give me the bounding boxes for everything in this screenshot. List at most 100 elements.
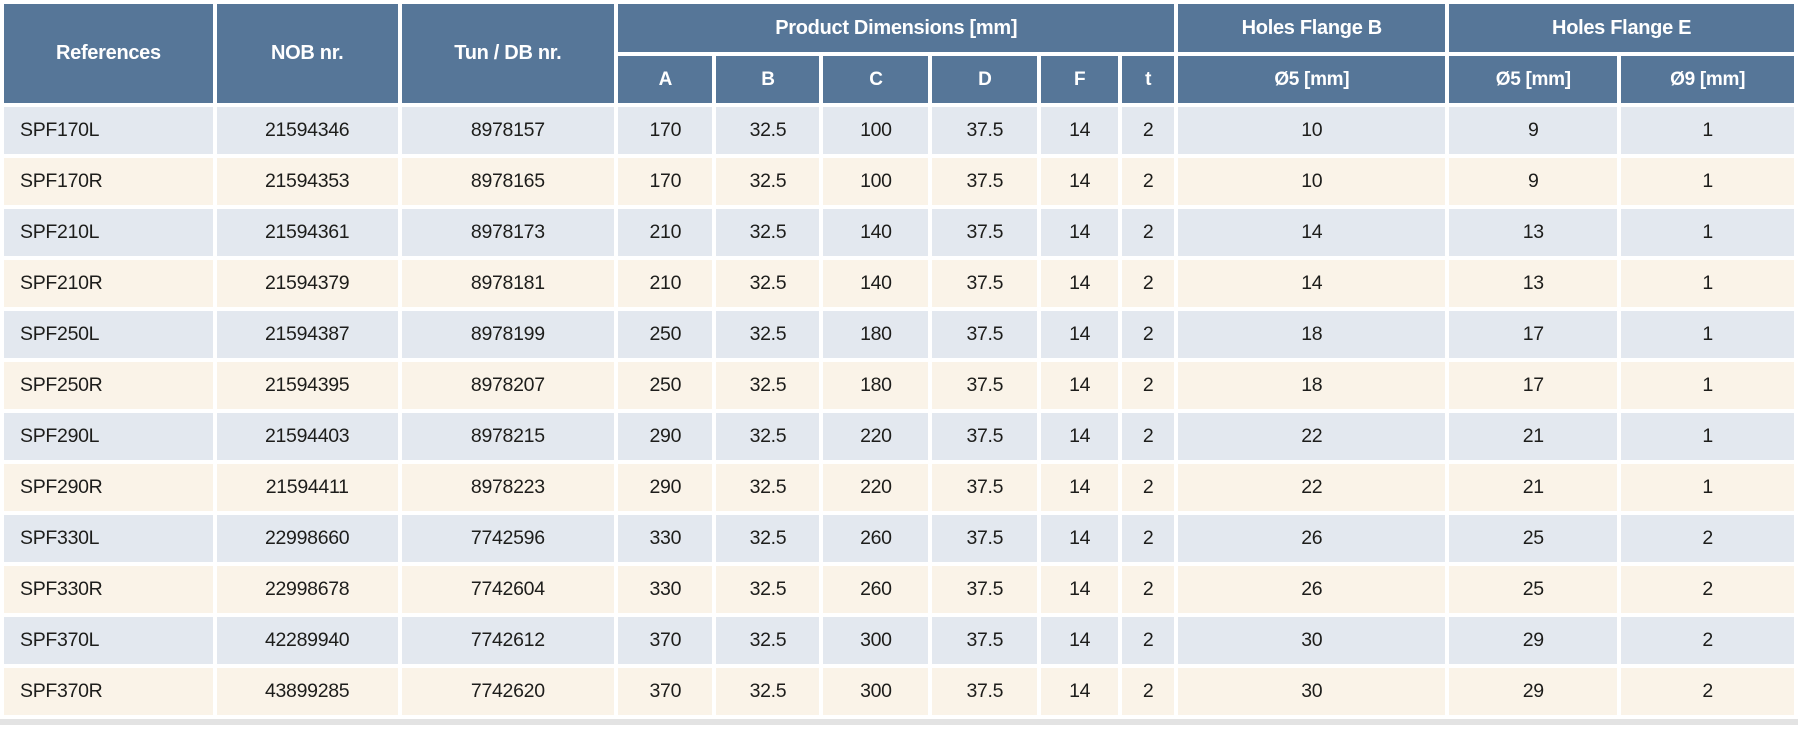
column-header-nob-nr: NOB nr. [216, 4, 398, 103]
cell-flange-e-d9: 1 [1621, 107, 1794, 154]
column-header-tun-db-nr: Tun / DB nr. [401, 4, 615, 103]
cell-dim-f: 14 [1041, 362, 1118, 409]
column-header-flange-e-d9: Ø9 [mm] [1621, 56, 1794, 103]
cell-flange-e-d9: 1 [1621, 260, 1794, 307]
cell-dim-b: 32.5 [716, 515, 820, 562]
cell-flange-e-d9: 2 [1621, 515, 1794, 562]
cell-flange-e-d9: 2 [1621, 617, 1794, 664]
cell-flange-e-d5: 21 [1449, 464, 1618, 511]
cell-flange-b-d5: 30 [1178, 668, 1446, 715]
cell-dim-f: 14 [1041, 413, 1118, 460]
column-header-dim-a: A [618, 56, 713, 103]
table-row: SPF210R 21594379 8978181 210 32.5 140 37… [4, 260, 1794, 307]
cell-flange-b-d5: 10 [1178, 107, 1446, 154]
cell-dim-t: 2 [1121, 107, 1175, 154]
cell-dim-c: 140 [823, 260, 929, 307]
cell-reference: SPF170L [4, 107, 213, 154]
cell-dim-d: 37.5 [932, 107, 1038, 154]
cell-flange-b-d5: 14 [1178, 209, 1446, 256]
cell-tun-db-nr: 8978199 [401, 311, 615, 358]
cell-flange-e-d9: 1 [1621, 464, 1794, 511]
cell-dim-t: 2 [1121, 617, 1175, 664]
cell-dim-f: 14 [1041, 566, 1118, 613]
cell-nob-nr: 21594387 [216, 311, 398, 358]
cell-flange-e-d9: 1 [1621, 158, 1794, 205]
cell-flange-e-d5: 13 [1449, 260, 1618, 307]
cell-reference: SPF330L [4, 515, 213, 562]
cell-flange-e-d5: 25 [1449, 515, 1618, 562]
cell-dim-c: 180 [823, 362, 929, 409]
cell-flange-e-d9: 2 [1621, 668, 1794, 715]
cell-reference: SPF250L [4, 311, 213, 358]
cell-dim-a: 330 [618, 566, 713, 613]
cell-flange-e-d9: 1 [1621, 311, 1794, 358]
column-header-dim-c: C [823, 56, 929, 103]
cell-flange-b-d5: 26 [1178, 515, 1446, 562]
cell-dim-t: 2 [1121, 362, 1175, 409]
cell-flange-b-d5: 22 [1178, 413, 1446, 460]
table-row: SPF370L 42289940 7742612 370 32.5 300 37… [4, 617, 1794, 664]
cell-flange-b-d5: 30 [1178, 617, 1446, 664]
cell-dim-b: 32.5 [716, 464, 820, 511]
group-header-holes-flange-e: Holes Flange E [1449, 4, 1794, 52]
cell-dim-c: 300 [823, 668, 929, 715]
cell-dim-b: 32.5 [716, 209, 820, 256]
cell-flange-e-d9: 1 [1621, 362, 1794, 409]
cell-dim-t: 2 [1121, 566, 1175, 613]
cell-dim-c: 220 [823, 413, 929, 460]
table-row: SPF250L 21594387 8978199 250 32.5 180 37… [4, 311, 1794, 358]
column-header-references: References [4, 4, 213, 103]
cell-dim-b: 32.5 [716, 668, 820, 715]
table-row: SPF170L 21594346 8978157 170 32.5 100 37… [4, 107, 1794, 154]
table-row: SPF370R 43899285 7742620 370 32.5 300 37… [4, 668, 1794, 715]
table-row: SPF250R 21594395 8978207 250 32.5 180 37… [4, 362, 1794, 409]
cell-dim-d: 37.5 [932, 209, 1038, 256]
cell-dim-c: 140 [823, 209, 929, 256]
cell-flange-e-d9: 2 [1621, 566, 1794, 613]
cell-dim-a: 370 [618, 617, 713, 664]
cell-dim-f: 14 [1041, 464, 1118, 511]
cell-dim-f: 14 [1041, 209, 1118, 256]
cell-flange-b-d5: 14 [1178, 260, 1446, 307]
cell-reference: SPF250R [4, 362, 213, 409]
cell-reference: SPF170R [4, 158, 213, 205]
cell-flange-b-d5: 22 [1178, 464, 1446, 511]
cell-dim-a: 210 [618, 209, 713, 256]
cell-dim-a: 170 [618, 107, 713, 154]
group-header-product-dimensions: Product Dimensions [mm] [618, 4, 1175, 52]
group-header-holes-flange-b: Holes Flange B [1178, 4, 1446, 52]
cell-dim-d: 37.5 [932, 311, 1038, 358]
cell-reference: SPF330R [4, 566, 213, 613]
cell-dim-b: 32.5 [716, 617, 820, 664]
cell-dim-b: 32.5 [716, 158, 820, 205]
cell-nob-nr: 21594379 [216, 260, 398, 307]
cell-nob-nr: 22998660 [216, 515, 398, 562]
cell-dim-c: 220 [823, 464, 929, 511]
cell-flange-b-d5: 10 [1178, 158, 1446, 205]
cell-dim-c: 260 [823, 566, 929, 613]
cell-dim-t: 2 [1121, 209, 1175, 256]
column-header-dim-f: F [1041, 56, 1118, 103]
cell-dim-a: 370 [618, 668, 713, 715]
cell-nob-nr: 43899285 [216, 668, 398, 715]
cell-flange-e-d5: 9 [1449, 158, 1618, 205]
table-row: SPF330L 22998660 7742596 330 32.5 260 37… [4, 515, 1794, 562]
cell-dim-c: 300 [823, 617, 929, 664]
cell-tun-db-nr: 8978207 [401, 362, 615, 409]
cell-dim-a: 210 [618, 260, 713, 307]
table-body: SPF170L 21594346 8978157 170 32.5 100 37… [4, 107, 1794, 715]
cell-dim-b: 32.5 [716, 413, 820, 460]
cell-dim-c: 100 [823, 158, 929, 205]
cell-reference: SPF370L [4, 617, 213, 664]
cell-nob-nr: 42289940 [216, 617, 398, 664]
cell-dim-d: 37.5 [932, 566, 1038, 613]
cell-flange-e-d9: 1 [1621, 413, 1794, 460]
cell-nob-nr: 21594346 [216, 107, 398, 154]
cell-tun-db-nr: 7742604 [401, 566, 615, 613]
cell-dim-b: 32.5 [716, 362, 820, 409]
cell-dim-d: 37.5 [932, 668, 1038, 715]
next-row-partial-strip [0, 719, 1798, 725]
cell-dim-b: 32.5 [716, 107, 820, 154]
